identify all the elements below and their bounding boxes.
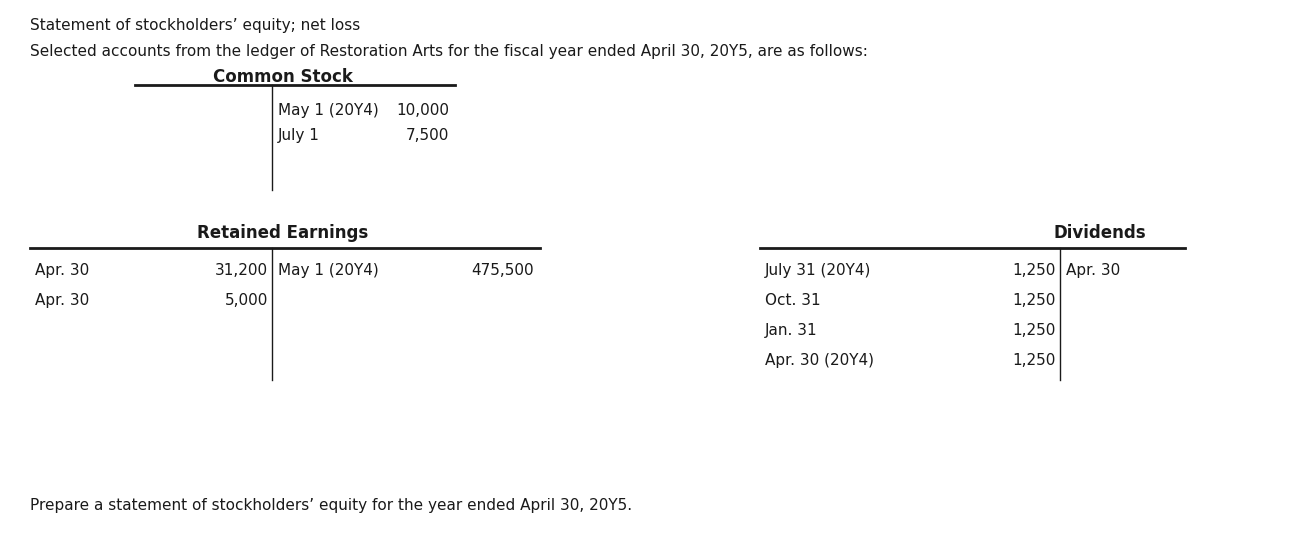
Text: Retained Earnings: Retained Earnings [197, 224, 369, 242]
Text: Apr. 30: Apr. 30 [1066, 263, 1120, 278]
Text: 1,250: 1,250 [1013, 293, 1056, 308]
Text: Selected accounts from the ledger of Restoration Arts for the fiscal year ended : Selected accounts from the ledger of Res… [30, 44, 867, 59]
Text: Prepare a statement of stockholders’ equity for the year ended April 30, 20Y5.: Prepare a statement of stockholders’ equ… [30, 498, 632, 513]
Text: Oct. 31: Oct. 31 [764, 293, 821, 308]
Text: 5,000: 5,000 [224, 293, 268, 308]
Text: Common Stock: Common Stock [213, 68, 353, 86]
Text: 7,500: 7,500 [406, 128, 449, 143]
Text: July 1: July 1 [278, 128, 320, 143]
Text: 475,500: 475,500 [472, 263, 534, 278]
Text: Statement of stockholders’ equity; net loss: Statement of stockholders’ equity; net l… [30, 18, 360, 33]
Text: Dividends: Dividends [1053, 224, 1146, 242]
Text: 1,250: 1,250 [1013, 353, 1056, 368]
Text: Apr. 30: Apr. 30 [35, 293, 89, 308]
Text: 10,000: 10,000 [396, 103, 449, 118]
Text: 1,250: 1,250 [1013, 263, 1056, 278]
Text: May 1 (20Y4): May 1 (20Y4) [278, 103, 379, 118]
Text: Apr. 30 (20Y4): Apr. 30 (20Y4) [764, 353, 874, 368]
Text: May 1 (20Y4): May 1 (20Y4) [278, 263, 379, 278]
Text: 1,250: 1,250 [1013, 323, 1056, 338]
Text: July 31 (20Y4): July 31 (20Y4) [764, 263, 871, 278]
Text: Jan. 31: Jan. 31 [764, 323, 817, 338]
Text: 31,200: 31,200 [215, 263, 268, 278]
Text: Apr. 30: Apr. 30 [35, 263, 89, 278]
